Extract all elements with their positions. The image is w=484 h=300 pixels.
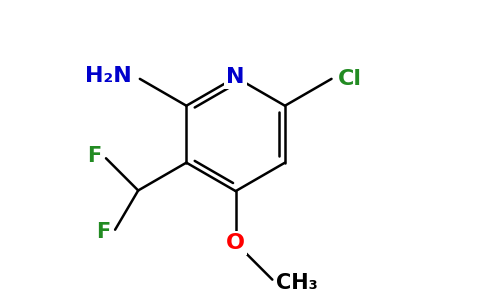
Text: F: F — [87, 146, 101, 166]
Text: O: O — [226, 233, 245, 253]
Text: N: N — [227, 67, 245, 87]
Text: H₂N: H₂N — [86, 66, 132, 86]
Text: CH₃: CH₃ — [275, 273, 317, 293]
Text: F: F — [96, 222, 110, 242]
Text: Cl: Cl — [338, 69, 362, 89]
